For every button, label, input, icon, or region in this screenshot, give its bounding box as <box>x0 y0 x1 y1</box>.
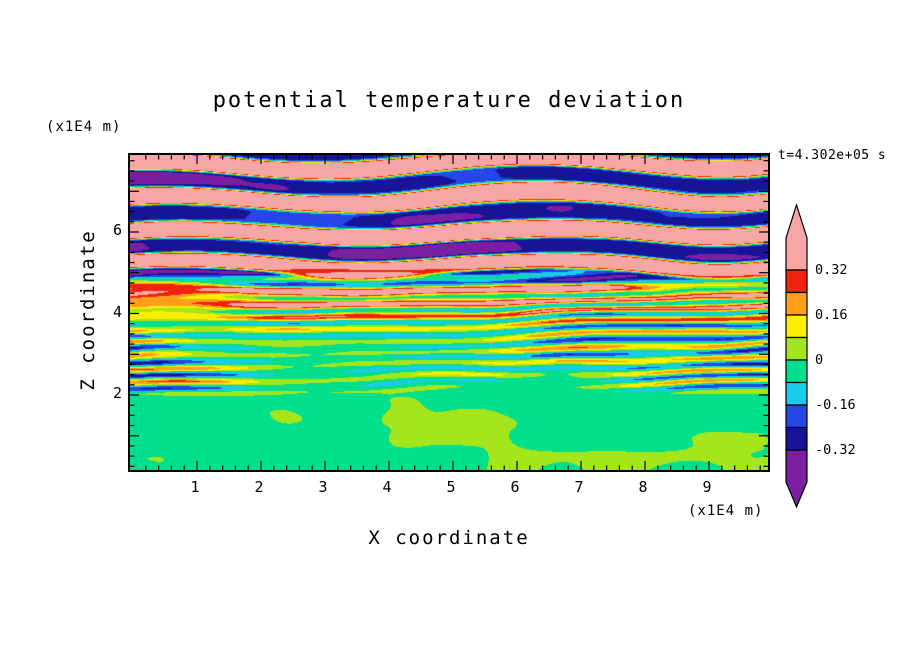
x-tick-label: 5 <box>446 478 456 496</box>
colorbar-segment <box>785 314 808 339</box>
x-tick-label: 4 <box>382 478 392 496</box>
colorbar-tick-label: 0 <box>815 352 824 368</box>
chart-title: potential temperature deviation <box>212 88 686 113</box>
colorbar-tick-label: 0.32 <box>815 262 848 278</box>
colorbar-segment <box>785 359 808 384</box>
x-axis-title: X coordinate <box>368 527 530 549</box>
x-tick-label: 1 <box>190 478 200 496</box>
x-tick-label: 2 <box>254 478 264 496</box>
time-annotation: t=4.302e+05 s <box>778 148 887 163</box>
x-tick-label: 6 <box>510 478 520 496</box>
x-tick-label: 7 <box>574 478 584 496</box>
colorbar-segment <box>785 404 808 429</box>
colorbar-segment <box>785 336 808 361</box>
colorbar-tick-label: -0.16 <box>815 397 856 413</box>
field-canvas <box>130 155 768 470</box>
y-axis-title: Z coordinate <box>77 229 99 391</box>
plot-area <box>128 153 770 472</box>
colorbar-segment <box>785 269 808 294</box>
x-axis-unit-label: (x1E4 m) <box>688 503 764 519</box>
x-tick-label: 8 <box>638 478 648 496</box>
colorbar-arrow <box>785 203 808 271</box>
y-tick-label: 2 <box>112 384 122 402</box>
colorbar-arrow <box>785 449 808 509</box>
colorbar <box>785 203 808 509</box>
y-tick-label: 6 <box>112 221 122 239</box>
y-axis-unit-label: (x1E4 m) <box>46 119 122 135</box>
colorbar-tick-label: 0.16 <box>815 307 848 323</box>
colorbar-tick-label: -0.32 <box>815 442 856 458</box>
colorbar-segment <box>785 291 808 316</box>
y-tick-label: 4 <box>112 302 122 321</box>
colorbar-segment <box>785 381 808 406</box>
axis-ticks <box>130 155 768 470</box>
colorbar-segment <box>785 426 808 451</box>
x-tick-label: 3 <box>318 478 328 496</box>
x-tick-label: 9 <box>702 478 712 496</box>
